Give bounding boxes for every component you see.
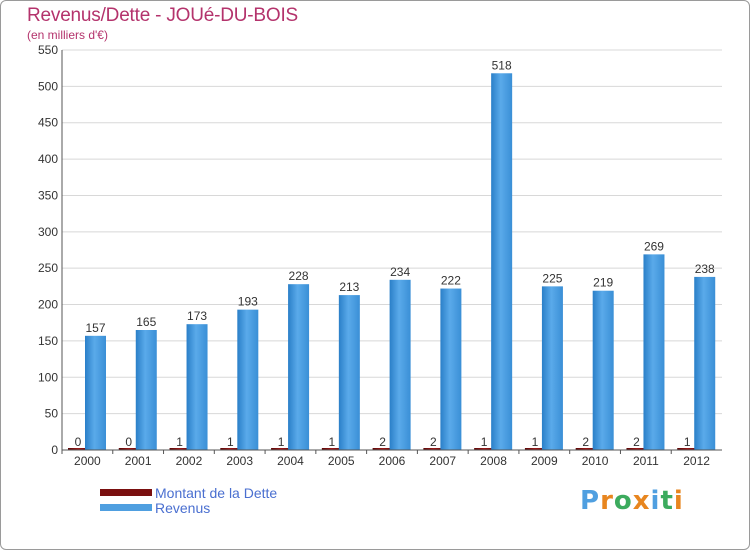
x-tick-label: 2001 (125, 454, 152, 468)
bar-dette-2012 (677, 448, 698, 450)
bar-revenus-2002 (186, 324, 208, 450)
y-tick-label: 400 (38, 152, 58, 166)
bar-dette-2004 (271, 448, 292, 450)
data-label-dette: 2 (379, 435, 386, 449)
x-tick-label: 2005 (328, 454, 355, 468)
legend-label-revenus: Revenus (155, 500, 211, 516)
x-tick-label: 2011 (633, 454, 659, 468)
data-label-dette: 2 (430, 435, 437, 449)
data-label-revenus: 219 (593, 276, 613, 290)
y-tick-label: 0 (51, 443, 58, 457)
bar-revenus-2001 (135, 330, 157, 450)
x-tick-label: 2012 (683, 454, 710, 468)
legend-label-dette: Montant de la Dette (155, 485, 278, 501)
data-label-revenus: 157 (85, 321, 105, 335)
bar-dette-2009 (524, 448, 545, 450)
x-tick-label: 2009 (531, 454, 558, 468)
x-tick-label: 2004 (277, 454, 304, 468)
x-tick-label: 2010 (582, 454, 609, 468)
data-label-dette: 1 (329, 435, 336, 449)
data-label-revenus: 193 (238, 295, 258, 309)
bar-dette-2005 (321, 448, 342, 450)
x-tick-label: 2006 (379, 454, 406, 468)
bar-revenus-2007 (440, 288, 462, 450)
y-tick-label: 300 (38, 225, 58, 239)
data-label-revenus: 225 (542, 271, 562, 285)
bar-revenus-2009 (541, 286, 563, 450)
logo-letter: r (600, 486, 614, 516)
legend-swatch-revenus (100, 504, 152, 511)
bar-dette-2002 (169, 448, 190, 450)
bar-revenus-2004 (288, 284, 310, 450)
bar-dette-2010 (575, 448, 596, 450)
data-label-dette: 1 (227, 435, 234, 449)
bar-revenus-2006 (389, 279, 411, 450)
y-tick-label: 500 (38, 79, 58, 93)
bar-dette-2003 (220, 448, 241, 450)
data-label-dette: 0 (75, 435, 82, 449)
bar-revenus-2011 (643, 254, 665, 450)
x-tick-label: 2000 (74, 454, 101, 468)
data-label-dette: 1 (278, 435, 285, 449)
data-label-revenus: 165 (136, 315, 156, 329)
data-label-dette: 2 (633, 435, 640, 449)
x-tick-label: 2008 (480, 454, 507, 468)
y-tick-label: 150 (38, 334, 58, 348)
x-tick-label: 2002 (176, 454, 203, 468)
x-tick-label: 2007 (429, 454, 456, 468)
logo-letter: x (632, 486, 651, 516)
bar-revenus-2012 (694, 276, 716, 450)
y-tick-label: 450 (38, 116, 58, 130)
bar-revenus-2000 (85, 335, 106, 450)
data-label-dette: 1 (176, 435, 183, 449)
data-label-dette: 0 (125, 435, 132, 449)
data-label-revenus: 234 (390, 265, 410, 279)
y-tick-label: 350 (38, 188, 58, 202)
data-label-revenus: 238 (695, 262, 715, 276)
logo-letter: P (580, 486, 601, 516)
data-label-revenus: 269 (644, 239, 664, 253)
chart-subtitle: (en milliers d'€) (27, 28, 108, 42)
data-label-revenus: 213 (339, 280, 359, 294)
legend-swatch-dette (100, 489, 152, 496)
bar-revenus-2010 (592, 290, 614, 450)
y-tick-label: 50 (45, 407, 59, 421)
bar-dette-2000 (68, 448, 88, 450)
bar-dette-2006 (372, 448, 393, 450)
y-tick-label: 250 (38, 261, 58, 275)
bar-dette-2001 (118, 448, 139, 450)
logo-letter: t (660, 486, 674, 516)
data-label-dette: 1 (532, 435, 539, 449)
data-label-revenus: 222 (441, 274, 461, 288)
data-label-revenus: 518 (492, 58, 512, 72)
chart-title: Revenus/Dette - JOUé-DU-BOIS (27, 5, 299, 26)
data-label-revenus: 173 (187, 309, 207, 323)
bar-revenus-2003 (237, 309, 259, 450)
data-label-dette: 1 (684, 435, 691, 449)
logo-letter: i (650, 486, 661, 516)
proxiti-logo: Proxiti (580, 486, 684, 516)
data-label-dette: 1 (481, 435, 488, 449)
bar-dette-2008 (474, 448, 495, 450)
data-label-dette: 2 (582, 435, 589, 449)
logo-letter: i (673, 486, 684, 516)
y-tick-label: 200 (38, 298, 58, 312)
bar-revenus-2005 (338, 295, 360, 450)
bar-dette-2011 (626, 448, 647, 450)
bar-dette-2007 (423, 448, 444, 450)
data-label-revenus: 228 (289, 269, 309, 283)
logo-letter: o (613, 486, 633, 516)
bar-revenus-2008 (491, 73, 513, 450)
y-tick-label: 550 (38, 43, 58, 57)
x-tick-label: 2003 (226, 454, 253, 468)
y-tick-label: 100 (38, 370, 58, 384)
